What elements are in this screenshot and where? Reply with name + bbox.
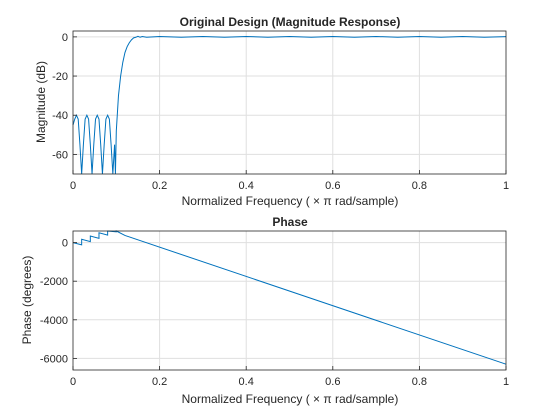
magnitude-plot-frame xyxy=(72,30,507,175)
phase-x-tick-label: 0 xyxy=(70,376,76,388)
phase-plot-frame xyxy=(72,230,507,371)
phase-chart-title: Phase xyxy=(272,215,308,229)
phase-ticks: 0 0.2 0.4 0.6 0.8 1 0 -2000 -4000 -6000 xyxy=(40,238,509,388)
phase-y-tick-label: -4000 xyxy=(40,315,68,327)
magnitude-x-tick-label: 0.8 xyxy=(412,180,427,192)
magnitude-grid xyxy=(73,31,506,174)
phase-y-tick-label: 0 xyxy=(62,238,68,250)
phase-y-axis-label: Phase (degrees) xyxy=(20,256,34,345)
magnitude-ticks: 0 0.2 0.4 0.6 0.8 1 0 -20 -40 -60 xyxy=(52,32,509,192)
phase-series-layer xyxy=(72,230,507,365)
phase-y-tick-label: -2000 xyxy=(40,276,68,288)
magnitude-x-tick-label: 0.4 xyxy=(239,180,254,192)
magnitude-y-tick-label: 0 xyxy=(62,32,68,44)
phase-axes: Phase 0 0.2 0.4 0.6 0.8 1 0 -2000 -4000 -6000 Nor… xyxy=(20,215,509,406)
magnitude-x-tick-label: 1 xyxy=(503,180,509,192)
magnitude-x-tick-label: 0.2 xyxy=(152,180,167,192)
magnitude-axes: Original Design (Magnitude Response) 0 0.… xyxy=(34,15,509,208)
phase-x-tick-label: 1 xyxy=(503,376,509,388)
magnitude-x-tick-label: 0.6 xyxy=(325,180,340,192)
phase-x-tick-label: 0.6 xyxy=(325,376,340,388)
phase-x-tick-label: 0.8 xyxy=(412,376,427,388)
phase-x-tick-label: 0.2 xyxy=(152,376,167,388)
phase-series-line xyxy=(72,230,507,365)
phase-x-axis-label: Normalized Frequency ( × π rad/sample) xyxy=(182,392,399,406)
magnitude-y-tick-label: -60 xyxy=(52,149,68,161)
magnitude-x-axis-label: Normalized Frequency ( × π rad/sample) xyxy=(182,194,399,208)
phase-x-tick-label: 0.4 xyxy=(239,376,254,388)
magnitude-y-tick-label: -20 xyxy=(52,71,68,83)
phase-grid xyxy=(73,231,506,370)
magnitude-series-line xyxy=(72,35,507,175)
magnitude-chart-title: Original Design (Magnitude Response) xyxy=(180,15,401,29)
magnitude-y-tick-label: -40 xyxy=(52,110,68,122)
phase-y-tick-label: -6000 xyxy=(40,353,68,365)
magnitude-series-layer xyxy=(72,35,507,175)
magnitude-y-axis-label: Magnitude (dB) xyxy=(34,61,48,143)
magnitude-x-tick-label: 0 xyxy=(70,180,76,192)
